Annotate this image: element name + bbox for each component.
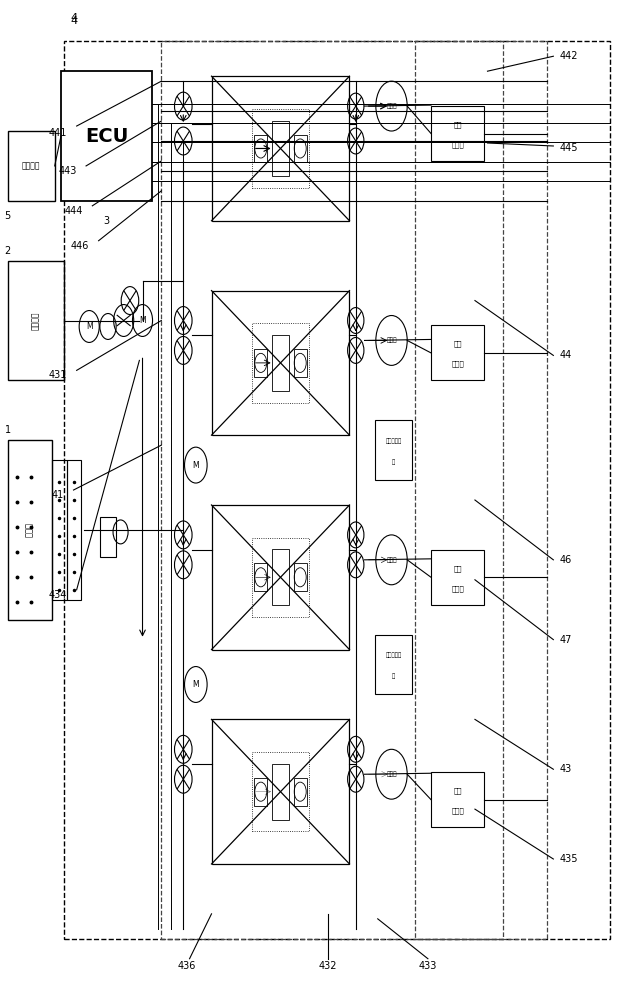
Text: 轮速: 轮速 — [454, 788, 462, 794]
Text: 储液罐: 储液罐 — [25, 522, 34, 537]
Text: 传感器: 传感器 — [451, 585, 464, 592]
Text: 43: 43 — [559, 764, 572, 774]
Text: 441: 441 — [49, 128, 67, 138]
Text: 434: 434 — [49, 590, 67, 600]
Text: 46: 46 — [559, 555, 572, 565]
Bar — [64, 41, 610, 939]
Bar — [8, 440, 52, 620]
Bar — [294, 778, 307, 806]
Text: 41: 41 — [52, 490, 64, 500]
Text: 高压气罐: 高压气罐 — [32, 311, 40, 330]
Text: 44: 44 — [559, 350, 572, 360]
Bar — [52, 460, 67, 600]
Text: 轮速: 轮速 — [454, 121, 462, 128]
Bar — [8, 131, 55, 201]
Text: 433: 433 — [419, 961, 437, 971]
Bar — [375, 420, 412, 480]
Bar — [272, 549, 289, 605]
Text: 左后轮: 左后轮 — [386, 771, 397, 777]
Bar — [212, 505, 350, 650]
Text: 442: 442 — [559, 51, 578, 61]
Bar — [251, 323, 309, 403]
Text: 传感器: 传感器 — [451, 807, 464, 814]
Text: 443: 443 — [59, 166, 77, 176]
Text: 轮速: 轮速 — [454, 341, 462, 347]
Bar — [67, 460, 81, 600]
Text: 左前轮: 左前轮 — [386, 338, 397, 343]
Text: 轮速: 轮速 — [454, 565, 462, 572]
Bar — [61, 71, 152, 201]
Text: 445: 445 — [559, 143, 578, 153]
Bar — [431, 106, 484, 161]
Text: 435: 435 — [559, 854, 578, 864]
Text: M: M — [86, 322, 93, 331]
Text: 第二级液压: 第二级液压 — [386, 438, 401, 444]
Text: 泅: 泅 — [392, 459, 395, 465]
Bar — [161, 41, 503, 939]
Text: 432: 432 — [318, 961, 337, 971]
Text: 436: 436 — [177, 961, 195, 971]
Text: 444: 444 — [64, 206, 83, 216]
Bar — [254, 563, 266, 591]
Text: 传感器: 传感器 — [451, 361, 464, 367]
Bar — [100, 517, 115, 557]
Bar — [254, 349, 266, 377]
Bar — [251, 538, 309, 617]
Text: 4: 4 — [71, 16, 77, 26]
Text: 5: 5 — [4, 211, 11, 221]
Bar — [431, 550, 484, 605]
Text: 制动踏板: 制动踏板 — [22, 161, 40, 170]
Bar — [294, 349, 307, 377]
Text: 泅: 泅 — [392, 674, 395, 679]
Bar — [212, 719, 350, 864]
Text: 4: 4 — [71, 13, 77, 23]
Bar — [294, 563, 307, 591]
Text: 传感器: 传感器 — [451, 141, 464, 148]
Text: M: M — [193, 461, 199, 470]
Bar — [251, 109, 309, 188]
Bar — [272, 121, 289, 176]
Bar — [251, 752, 309, 831]
Bar — [272, 764, 289, 820]
Bar — [272, 335, 289, 391]
Text: 第一级液压: 第一级液压 — [386, 653, 401, 658]
Text: M: M — [139, 316, 146, 325]
Bar — [431, 772, 484, 827]
Text: ECU: ECU — [85, 127, 128, 146]
Bar — [431, 325, 484, 380]
Text: M: M — [193, 680, 199, 689]
Text: 1: 1 — [4, 425, 11, 435]
Bar — [375, 635, 412, 694]
Bar — [8, 261, 64, 380]
Bar — [294, 135, 307, 162]
Text: 431: 431 — [49, 370, 67, 380]
Bar — [254, 778, 266, 806]
Text: 446: 446 — [71, 241, 89, 251]
Text: 47: 47 — [559, 635, 572, 645]
Text: 右前轮: 右前轮 — [386, 103, 397, 109]
Bar — [212, 76, 350, 221]
Bar — [254, 135, 266, 162]
Text: 2: 2 — [4, 246, 11, 256]
Bar — [415, 41, 547, 939]
Bar — [212, 291, 350, 435]
Text: 右后轮: 右后轮 — [386, 557, 397, 563]
Text: 3: 3 — [103, 216, 110, 226]
